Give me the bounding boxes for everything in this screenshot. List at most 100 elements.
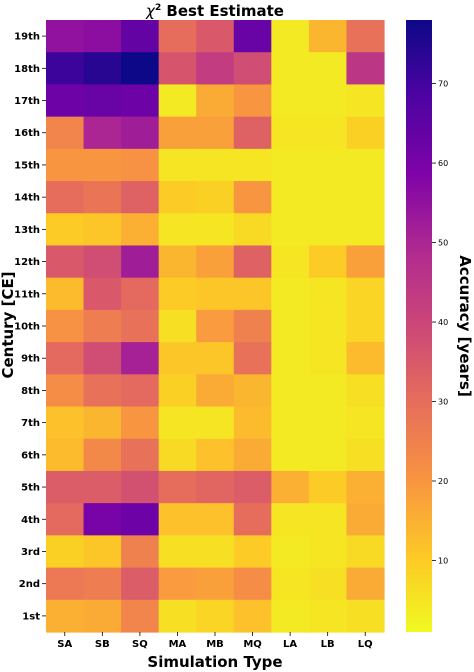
x-tick-label: LB [321, 639, 335, 650]
heatmap-cell-16th-LA [271, 116, 310, 150]
heatmap-cell-6th-MB [196, 438, 235, 472]
heatmap-cell-17th-SB [83, 84, 122, 118]
heatmap-cell-1st-MQ [233, 599, 272, 633]
heatmap-cell-14th-MA [158, 181, 197, 214]
heatmap-cell-3rd-MB [196, 535, 235, 569]
colorbar-tick-label: 20 [438, 477, 448, 486]
y-tick-label: 6th [21, 450, 40, 461]
heatmap-cell-19th-MB [196, 20, 235, 53]
heatmap-cell-13th-LA [271, 213, 310, 247]
heatmap-cell-7th-LB [308, 406, 348, 440]
heatmap-cell-12th-MB [196, 245, 235, 279]
heatmap-cell-7th-MQ [233, 406, 272, 440]
heatmap-cell-7th-SB [83, 406, 122, 440]
heatmap-cell-10th-SQ [121, 309, 160, 343]
heatmap-cell-14th-LB [308, 181, 348, 214]
heatmap-cell-6th-SQ [121, 438, 160, 472]
chart-title-superscript: 2 [155, 3, 161, 13]
x-tick-label: SA [57, 639, 72, 650]
heatmap-cell-13th-MA [158, 213, 197, 247]
heatmap-cell-11th-MQ [233, 277, 272, 311]
heatmap-cell-14th-MB [196, 181, 235, 214]
y-tick-label: 12th [14, 257, 40, 268]
heatmap-cell-15th-MA [158, 148, 197, 182]
heatmap-cell-14th-SB [83, 181, 122, 214]
heatmap-cell-11th-SQ [121, 277, 160, 311]
heatmap-cell-2nd-LQ [346, 567, 385, 601]
heatmap-cell-15th-LB [308, 148, 348, 182]
heatmap-cell-16th-LB [308, 116, 348, 150]
heatmap-cell-17th-MB [196, 84, 235, 118]
y-tick-label: 17th [14, 96, 40, 107]
heatmap-cell-10th-SB [83, 309, 122, 343]
y-tick-label: 8th [21, 386, 40, 397]
heatmap-cell-17th-MA [158, 84, 197, 118]
heatmap-cell-15th-SQ [121, 148, 160, 182]
x-tick-label: LQ [358, 639, 373, 650]
heatmap-cell-13th-LQ [346, 213, 385, 247]
heatmap-cell-7th-LA [271, 406, 310, 440]
heatmap-cell-19th-LQ [346, 20, 385, 53]
heatmap-cell-5th-SQ [121, 470, 160, 504]
heatmap-cell-19th-LA [271, 20, 310, 53]
heatmap-cell-4th-SB [83, 503, 122, 536]
heatmap-cell-2nd-LB [308, 567, 348, 601]
heatmap-cell-13th-LB [308, 213, 348, 247]
heatmap-cells [46, 20, 385, 633]
heatmap-cell-2nd-SQ [121, 567, 160, 601]
heatmap-cell-12th-LB [308, 245, 348, 279]
heatmap-cell-14th-SA [46, 181, 85, 214]
chart-title: χ2 Best Estimate [145, 2, 284, 20]
heatmap-cell-11th-MA [158, 277, 197, 311]
heatmap-cell-9th-SA [46, 342, 85, 375]
heatmap-cell-5th-MQ [233, 470, 272, 504]
colorbar-ticks: 10 20 30 40 50 60 70 [432, 80, 448, 565]
heatmap-cell-17th-SQ [121, 84, 160, 118]
heatmap-cell-4th-LA [271, 503, 310, 536]
heatmap-cell-16th-LQ [346, 116, 385, 150]
heatmap-cell-17th-SA [46, 84, 85, 118]
heatmap-cell-17th-LQ [346, 84, 385, 118]
y-tick-label: 5th [21, 483, 40, 494]
heatmap-cell-14th-LA [271, 181, 310, 214]
heatmap-cell-6th-LQ [346, 438, 385, 472]
y-tick-label: 14th [14, 193, 40, 204]
heatmap-cell-18th-LA [271, 52, 310, 86]
y-tick-label: 1st [22, 611, 40, 622]
heatmap-cell-10th-SA [46, 309, 85, 343]
heatmap-cell-14th-MQ [233, 181, 272, 214]
heatmap-cell-18th-MQ [233, 52, 272, 86]
heatmap-cell-1st-SQ [121, 599, 160, 633]
heatmap-cell-4th-LB [308, 503, 348, 536]
y-tick-label: 16th [14, 128, 40, 139]
y-tick-label: 18th [14, 64, 40, 75]
x-tick-label: MQ [243, 639, 261, 650]
heatmap-cell-13th-MQ [233, 213, 272, 247]
heatmap-cell-2nd-SA [46, 567, 85, 601]
heatmap-cell-9th-LA [271, 342, 310, 375]
y-tick-label: 19th [14, 32, 40, 43]
heatmap-cell-4th-MB [196, 503, 235, 536]
chart-title-suffix: Best Estimate [161, 2, 284, 20]
heatmap-cell-10th-LQ [346, 309, 385, 343]
x-tick-label: LA [283, 639, 297, 650]
heatmap-cell-3rd-SB [83, 535, 122, 569]
colorbar-label: Accuracy [years] [456, 255, 474, 397]
heatmap-cell-9th-MA [158, 342, 197, 375]
heatmap-cell-16th-SQ [121, 116, 160, 150]
heatmap-cell-8th-LA [271, 374, 310, 408]
heatmap-cell-1st-LA [271, 599, 310, 633]
heatmap-cell-14th-SQ [121, 181, 160, 214]
heatmap-cell-5th-SB [83, 470, 122, 504]
heatmap-cell-6th-MQ [233, 438, 272, 472]
heatmap-cell-11th-LA [271, 277, 310, 311]
heatmap-cell-1st-LQ [346, 599, 385, 633]
heatmap-cell-3rd-MQ [233, 535, 272, 569]
heatmap-cell-3rd-SA [46, 535, 85, 569]
heatmap-cell-15th-LA [271, 148, 310, 182]
heatmap-cell-9th-SQ [121, 342, 160, 375]
heatmap-cell-8th-LQ [346, 374, 385, 408]
heatmap-cell-12th-LA [271, 245, 310, 279]
heatmap-cell-15th-MB [196, 148, 235, 182]
